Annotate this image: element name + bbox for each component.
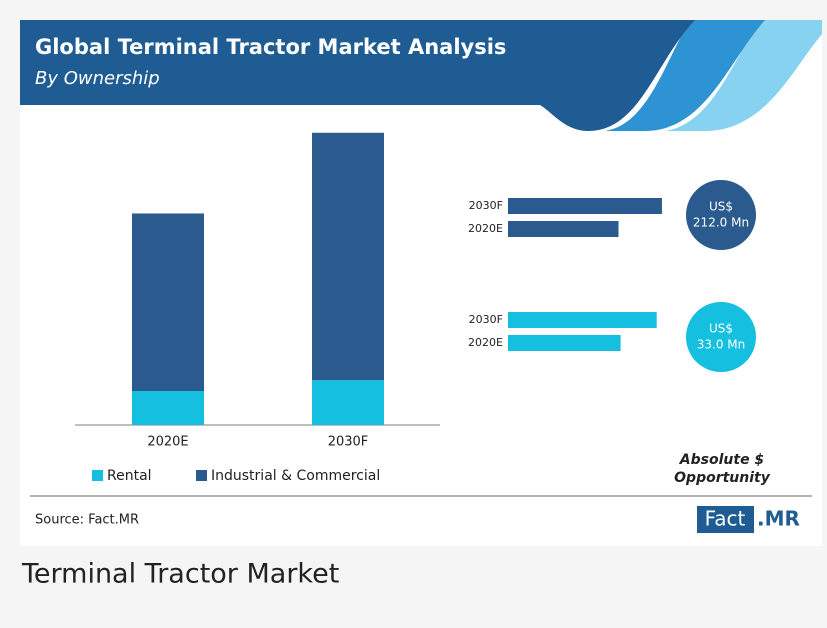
opportunity-label: Absolute $ — [679, 452, 764, 468]
legend-label: Rental — [107, 468, 152, 484]
opportunity-value: 33.0 Mn — [697, 338, 746, 352]
y-tick-label: 2020E — [468, 222, 503, 235]
title: Global Terminal Tractor Market Analysis — [35, 35, 506, 59]
y-tick-label: 2030F — [469, 313, 503, 326]
opportunity-label: Opportunity — [674, 470, 771, 486]
bar-segment — [312, 132, 384, 381]
caption: Terminal Tractor Market — [21, 559, 339, 590]
legend-swatch — [92, 470, 103, 481]
subtitle: By Ownership — [35, 68, 160, 89]
legend-swatch — [196, 470, 207, 481]
opportunity-value: US$ — [709, 200, 733, 214]
legend-label: Industrial & Commercial — [211, 468, 380, 484]
header-band — [20, 20, 695, 131]
bar — [508, 221, 619, 237]
y-tick-label: 2020E — [468, 336, 503, 349]
logo-text: .MR — [757, 507, 800, 531]
bar-segment — [132, 391, 204, 425]
opportunity-circle — [686, 180, 756, 250]
source: Source: Fact.MR — [35, 513, 139, 528]
x-tick-label: 2020E — [147, 435, 188, 450]
bar — [508, 335, 621, 351]
bar — [508, 312, 657, 328]
bar — [508, 198, 662, 214]
x-tick-label: 2030F — [328, 435, 369, 450]
opportunity-value: US$ — [709, 322, 733, 336]
opportunity-value: 212.0 Mn — [693, 216, 749, 230]
logo-box — [697, 506, 754, 533]
bar-segment — [312, 380, 384, 425]
bar-segment — [132, 213, 204, 392]
y-tick-label: 2030F — [469, 199, 503, 212]
logo-text: Fact — [705, 507, 746, 531]
header-swoosh — [665, 20, 822, 131]
header-swoosh — [605, 20, 765, 131]
opportunity-circle — [686, 302, 756, 372]
